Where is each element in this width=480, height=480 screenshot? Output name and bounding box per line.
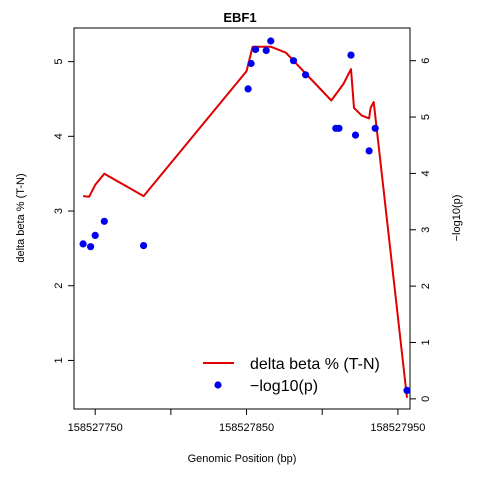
log-p-point bbox=[403, 386, 411, 394]
left-axis-tick-label: 3 bbox=[53, 208, 65, 214]
right-axis-tick-label: 3 bbox=[420, 227, 432, 233]
left-axis-tick-label: 5 bbox=[53, 59, 65, 65]
log-p-point bbox=[267, 37, 275, 45]
plot-frame bbox=[73, 27, 411, 410]
legend-point-swatch bbox=[214, 381, 222, 389]
right-axis-tick-label: 5 bbox=[420, 114, 432, 120]
log-p-point bbox=[347, 51, 355, 59]
log-p-point bbox=[91, 231, 99, 239]
legend-entry-log-p: −log10(p) bbox=[250, 378, 318, 395]
log-p-point bbox=[247, 59, 255, 68]
x-axis-tick-label: 158527950 bbox=[370, 422, 425, 434]
log-p-point bbox=[351, 131, 360, 139]
delta-beta-line bbox=[82, 45, 408, 398]
log-p-point bbox=[140, 242, 148, 250]
x-axis-tick-label: 158527850 bbox=[219, 422, 274, 434]
left-axis: 1 2 3 4 5 bbox=[53, 59, 74, 364]
log-p-point bbox=[289, 57, 298, 65]
left-axis-tick-label: 4 bbox=[53, 133, 65, 139]
right-axis: 0 1 2 3 4 5 6 bbox=[410, 58, 432, 402]
log-p-point bbox=[79, 240, 87, 248]
bottom-axis: 158527750 158527850 158527950 bbox=[68, 409, 425, 434]
right-axis-tick-label: 4 bbox=[420, 170, 432, 176]
x-axis-label: Genomic Position (bp) bbox=[188, 453, 297, 465]
chart-title: EBF1 bbox=[223, 10, 256, 25]
log-p-point bbox=[302, 71, 310, 79]
right-axis-tick-label: 1 bbox=[420, 339, 432, 345]
log-p-point bbox=[262, 46, 270, 55]
log-p-point bbox=[365, 147, 373, 155]
log-p-point bbox=[371, 124, 379, 132]
legend: delta beta % (T-N) −log10(p) bbox=[203, 356, 380, 395]
right-axis-tick-label: 2 bbox=[420, 283, 432, 289]
right-axis-tick-label: 6 bbox=[420, 58, 432, 64]
log-p-point bbox=[87, 243, 95, 251]
log-p-point bbox=[252, 45, 260, 54]
right-axis-tick-label: 0 bbox=[420, 396, 432, 402]
series-layer bbox=[79, 37, 411, 398]
left-axis-tick-label: 1 bbox=[53, 357, 65, 363]
y-axis-label: delta beta % (T-N) bbox=[15, 173, 27, 262]
y2-axis-label: −log10(p) bbox=[451, 195, 463, 242]
log-p-point bbox=[100, 217, 108, 225]
legend-entry-delta-beta: delta beta % (T-N) bbox=[250, 356, 380, 373]
log-p-point bbox=[335, 124, 343, 132]
left-axis-tick-label: 2 bbox=[53, 283, 65, 289]
x-axis-tick-label: 158527750 bbox=[68, 422, 123, 434]
log-p-point bbox=[244, 85, 252, 93]
